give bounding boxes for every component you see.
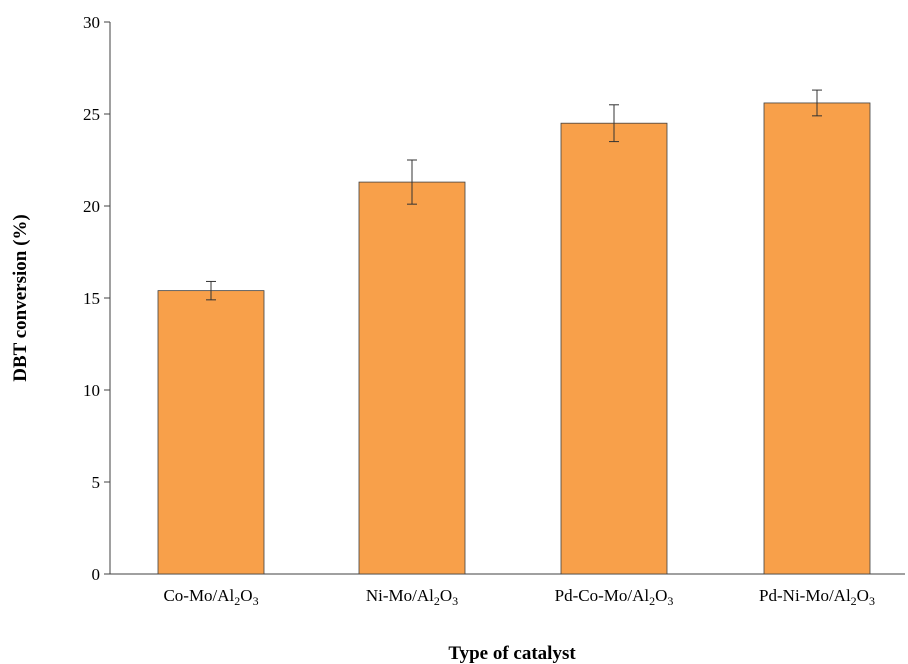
label-part: Pd-Ni-Mo/Al	[759, 586, 851, 605]
label-part: Co-Mo/Al	[163, 586, 234, 605]
y-tick-label: 30	[83, 13, 100, 32]
error-bar	[206, 280, 216, 301]
y-tick-label: 25	[83, 105, 100, 124]
x-tick-label: Pd-Co-Mo/Al2O3	[555, 586, 674, 608]
subscript: 2	[851, 594, 857, 608]
y-tick-label: 0	[92, 565, 101, 584]
subscript: 3	[869, 594, 875, 608]
x-axis: Co-Mo/Al2O3 Ni-Mo/Al2O3 Pd-Co-Mo/Al2O3 Pd-N…	[110, 573, 905, 608]
y-tick-label: 5	[92, 473, 101, 492]
bar	[358, 181, 466, 575]
error-bars	[206, 89, 822, 301]
subscript: 2	[649, 594, 655, 608]
y-tick-label: 10	[83, 381, 100, 400]
bar	[157, 290, 265, 575]
error-bar	[812, 89, 822, 117]
y-tick-label: 20	[83, 197, 100, 216]
label-part: Pd-Co-Mo/Al	[555, 586, 650, 605]
bars	[157, 102, 871, 575]
subscript: 3	[452, 594, 458, 608]
y-tick-label: 15	[83, 289, 100, 308]
x-axis-title: Type of catalyst	[448, 643, 576, 664]
x-tick-label: Co-Mo/Al2O3	[163, 586, 258, 608]
x-tick-label: Ni-Mo/Al2O3	[366, 586, 458, 608]
label-part: O	[240, 586, 252, 605]
error-bar	[609, 104, 619, 143]
subscript: 2	[234, 594, 240, 608]
y-axis-title: DBT conversion (%)	[10, 214, 31, 381]
label-part: O	[655, 586, 667, 605]
subscript: 2	[434, 594, 440, 608]
label-part: O	[857, 586, 869, 605]
x-tick-label: Pd-Ni-Mo/Al2O3	[759, 586, 875, 608]
y-axis: 0 5 10 15 20 25 30	[83, 13, 111, 584]
label-part: O	[440, 586, 452, 605]
error-bar	[407, 159, 417, 205]
label-part: Ni-Mo/Al	[366, 586, 434, 605]
subscript: 3	[667, 594, 673, 608]
subscript: 3	[253, 594, 259, 608]
bar	[763, 102, 871, 575]
bar	[560, 122, 668, 575]
